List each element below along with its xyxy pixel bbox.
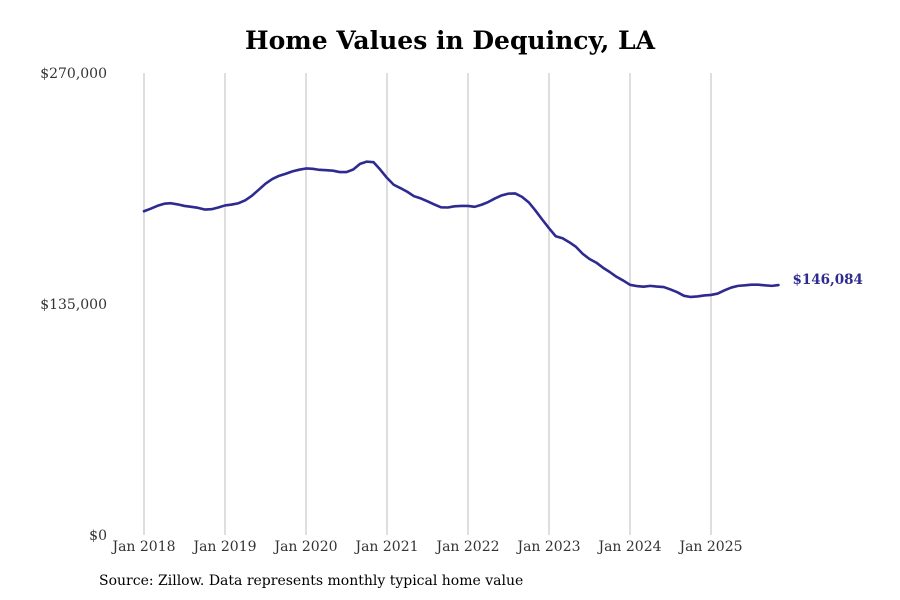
y-tick-label: $135,000 — [40, 297, 107, 313]
last-value-label: $146,084 — [792, 272, 862, 288]
x-axis-ticks: Jan 2018 Jan 2019 Jan 2020 Jan 2021 Jan 2022… — [110, 539, 742, 555]
x-tick-label: Jan 2018 — [110, 539, 175, 555]
home-value-line — [142, 160, 780, 299]
y-axis-ticks: $0 $135,000 $270,000 — [40, 66, 107, 544]
x-tick-label: Jan 2024 — [596, 539, 661, 555]
y-tick-label: $270,000 — [40, 66, 107, 82]
x-tick-label: Jan 2021 — [353, 539, 418, 555]
source-note: Source: Zillow. Data represents monthly … — [99, 573, 524, 589]
x-tick-label: Jan 2023 — [515, 539, 580, 555]
grid-lines — [143, 73, 712, 535]
x-tick-label: Jan 2019 — [191, 539, 256, 555]
x-tick-label: Jan 2025 — [677, 539, 742, 555]
x-tick-label: Jan 2020 — [272, 539, 337, 555]
x-tick-label: Jan 2022 — [434, 539, 499, 555]
chart-title: Home Values in Dequincy, LA — [244, 26, 656, 55]
y-tick-label: $0 — [89, 528, 107, 544]
